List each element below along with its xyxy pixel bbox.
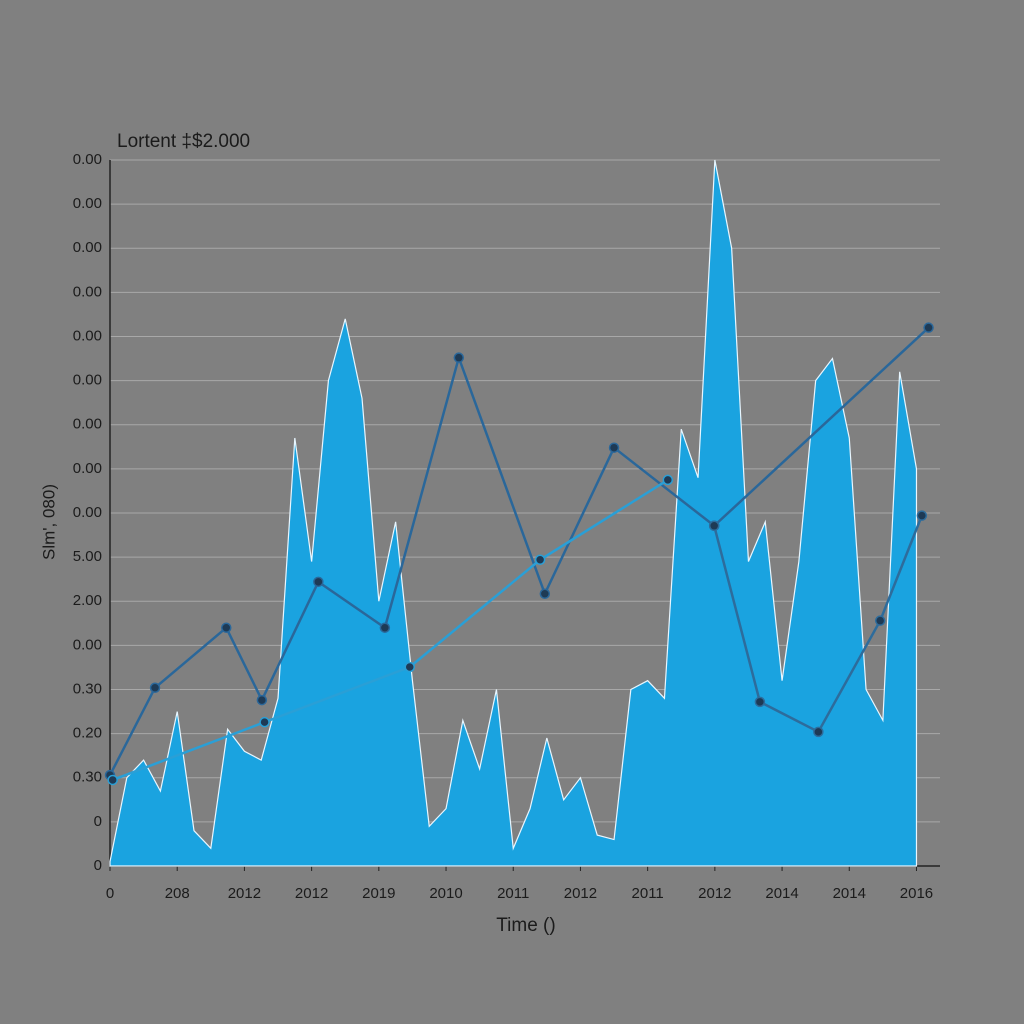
y-axis-label: Slm', 080) [39, 484, 58, 560]
point [379, 622, 391, 633]
y-tick-label: 0.00 [73, 195, 102, 212]
x-tick-label: 2019 [362, 885, 395, 902]
point [256, 694, 268, 706]
point [534, 554, 546, 566]
point [404, 661, 415, 673]
x-tick-label: 2014 [833, 885, 866, 902]
x-tick-label: 2012 [228, 885, 261, 902]
y-tick-label: 0.00 [73, 239, 102, 256]
x-tick-label: 208 [165, 885, 190, 902]
y-tick-label: 0.00 [73, 283, 102, 300]
point [874, 615, 886, 626]
point [754, 696, 766, 708]
point [923, 322, 934, 333]
x-tick-label: 2011 [632, 885, 664, 902]
point [453, 352, 465, 363]
y-tick-label: 0.30 [73, 680, 102, 697]
point [608, 442, 620, 453]
point [662, 474, 674, 486]
area [109, 159, 918, 867]
x-tick-label: 2012 [564, 885, 597, 902]
point [539, 588, 551, 599]
x-tick-label: 2012 [698, 885, 731, 902]
point [107, 774, 118, 786]
y-tick-label: 0.00 [73, 460, 102, 477]
point [708, 520, 720, 532]
x-tick-label: 2012 [295, 885, 328, 902]
y-tick-label: 0.00 [73, 416, 102, 433]
y-tick-label: 0 [94, 857, 102, 874]
point [813, 726, 824, 738]
point [149, 682, 161, 693]
y-tick-label: 2.00 [73, 592, 102, 609]
y-tick-label: 0.30 [73, 769, 102, 786]
point [221, 622, 232, 633]
x-axis-label: Time () [496, 915, 555, 936]
y-tick-label: 0.00 [73, 372, 102, 389]
point [313, 576, 324, 588]
chart-title: Lortent ‡$2.000 [117, 131, 250, 152]
point [916, 510, 928, 521]
x-tick-label: 2011 [497, 885, 529, 902]
x-tick-label: 2010 [429, 885, 462, 902]
y-tick-label: 0.20 [73, 725, 102, 742]
y-tick-label: 5.00 [73, 548, 102, 565]
x-tick-label: 2014 [765, 885, 798, 902]
y-tick-label: 0.00 [73, 151, 102, 168]
y-tick-label: 0.00 [73, 636, 102, 653]
y-tick-label: 0.00 [73, 327, 102, 344]
y-tick-label: 0.00 [73, 504, 102, 521]
x-tick-label: 0 [106, 885, 114, 902]
y-tick-label: 0 [94, 813, 102, 830]
x-tick-label: 2016 [900, 885, 933, 902]
point [259, 716, 270, 728]
